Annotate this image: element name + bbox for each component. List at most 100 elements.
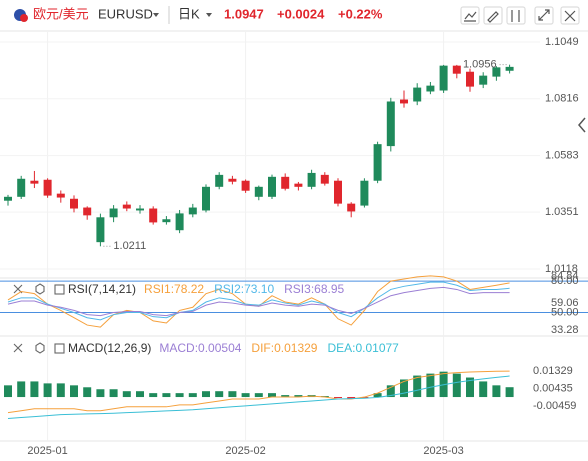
macd-bar bbox=[109, 389, 118, 398]
candle-body bbox=[426, 85, 435, 92]
candle-body bbox=[439, 65, 448, 91]
series-line bbox=[7, 281, 510, 321]
candle-body bbox=[334, 180, 342, 204]
price: 1.0947 bbox=[224, 6, 264, 21]
y-tick-label: 0.01329 bbox=[533, 365, 573, 377]
macd-bar bbox=[56, 383, 65, 398]
macd-bar bbox=[466, 377, 474, 398]
y-tick-label: 33.28 bbox=[551, 324, 579, 336]
macd-bar bbox=[492, 385, 501, 398]
macd-bar bbox=[4, 385, 12, 398]
min-label: 1.0211 bbox=[113, 240, 146, 252]
close-icon[interactable] bbox=[13, 343, 23, 353]
symbol-cn[interactable]: 欧元/美元 bbox=[33, 6, 89, 21]
candle-body bbox=[505, 66, 514, 71]
series-line bbox=[7, 286, 510, 317]
y-tick-label: 1.0118 bbox=[545, 263, 578, 275]
dropdown-arrow[interactable] bbox=[206, 13, 212, 17]
candle-body bbox=[254, 186, 263, 197]
gear-icon[interactable] bbox=[35, 283, 45, 295]
macd-bar bbox=[96, 389, 105, 398]
candle-body bbox=[466, 71, 474, 87]
macd-bar bbox=[122, 391, 131, 398]
candle-button[interactable] bbox=[506, 6, 526, 25]
x-tick-label: 2025-03 bbox=[423, 445, 463, 457]
settings-button[interactable] bbox=[560, 6, 580, 25]
macd-bar bbox=[268, 393, 276, 398]
candle-body bbox=[386, 101, 395, 147]
candle-body bbox=[373, 144, 382, 181]
change: +0.0024 bbox=[277, 6, 325, 21]
macd-bar bbox=[254, 393, 263, 398]
macd-bar bbox=[400, 379, 408, 398]
legend-entry: RSI2:73.10 bbox=[214, 282, 274, 296]
y-tick-label: 1.0583 bbox=[545, 150, 579, 162]
macd-bar bbox=[334, 397, 342, 399]
candle-body bbox=[228, 178, 237, 182]
macd-bar bbox=[175, 393, 184, 398]
draw-button[interactable] bbox=[483, 6, 503, 25]
macd-bar bbox=[83, 387, 92, 398]
draw-icon bbox=[487, 11, 499, 23]
macd-bar bbox=[373, 393, 382, 398]
candle-body bbox=[400, 99, 408, 104]
candle-body bbox=[4, 196, 12, 201]
macd-bar bbox=[188, 393, 197, 398]
legend-entry: DIF:0.01329 bbox=[251, 341, 317, 355]
candle-body bbox=[83, 207, 92, 216]
candle-body bbox=[307, 172, 316, 187]
y-tick-label: 1.1049 bbox=[545, 36, 579, 48]
macd-bar bbox=[17, 381, 26, 398]
candle-body bbox=[492, 67, 501, 77]
candle-body bbox=[347, 203, 356, 212]
candle-icon bbox=[511, 10, 520, 22]
candle-body bbox=[17, 178, 26, 197]
fullscreen-button[interactable] bbox=[534, 6, 554, 25]
candle-body bbox=[479, 75, 488, 85]
candle-body bbox=[268, 176, 276, 197]
indicator-button[interactable] bbox=[460, 6, 480, 25]
candle-body bbox=[30, 180, 39, 184]
candle-body bbox=[175, 213, 184, 231]
toggle-icon[interactable] bbox=[54, 284, 65, 295]
y-tick-label: -0.00459 bbox=[533, 400, 576, 412]
toggle-icon[interactable] bbox=[54, 343, 65, 354]
macd-bar bbox=[347, 397, 356, 399]
candle-body bbox=[43, 179, 52, 196]
y-tick-label: 80.00 bbox=[551, 275, 579, 287]
dropdown-arrow[interactable] bbox=[153, 13, 159, 17]
y-tick-label: 1.0351 bbox=[545, 206, 579, 218]
macd-bar bbox=[241, 393, 250, 398]
candle-body bbox=[452, 65, 461, 74]
y-tick-label: 50.00 bbox=[551, 306, 579, 318]
macd-bar bbox=[136, 391, 144, 398]
series-line bbox=[7, 375, 510, 420]
candle-body bbox=[281, 176, 290, 189]
macd-title: MACD(12,26,9) bbox=[68, 341, 151, 355]
macd-bar bbox=[479, 381, 488, 398]
macd-bar bbox=[149, 393, 158, 398]
macd-bar bbox=[70, 385, 78, 398]
change-pct: +0.22% bbox=[338, 6, 383, 21]
candle-body bbox=[70, 198, 78, 209]
candle-body bbox=[202, 186, 210, 211]
candle-body bbox=[56, 193, 65, 198]
candle-body bbox=[122, 204, 131, 209]
legend-entry: RSI1:78.22 bbox=[144, 282, 204, 296]
max-label: 1.0956 bbox=[463, 59, 497, 71]
series-line bbox=[7, 370, 510, 414]
macd-bar bbox=[228, 391, 237, 398]
gear-icon[interactable] bbox=[35, 342, 45, 354]
rsi-title: RSI(7,14,21) bbox=[68, 282, 136, 296]
macd-bar bbox=[215, 391, 224, 398]
x-tick-label: 2025-02 bbox=[225, 445, 265, 457]
symbol[interactable]: EURUSD bbox=[98, 6, 153, 21]
candle-body bbox=[294, 183, 303, 187]
y-tick-label: 1.0816 bbox=[545, 93, 579, 105]
candle-body bbox=[162, 219, 171, 223]
candle-body bbox=[109, 208, 118, 218]
period[interactable]: 日K bbox=[178, 6, 200, 21]
candle-body bbox=[149, 208, 158, 223]
collapse-arrow[interactable] bbox=[578, 117, 586, 133]
